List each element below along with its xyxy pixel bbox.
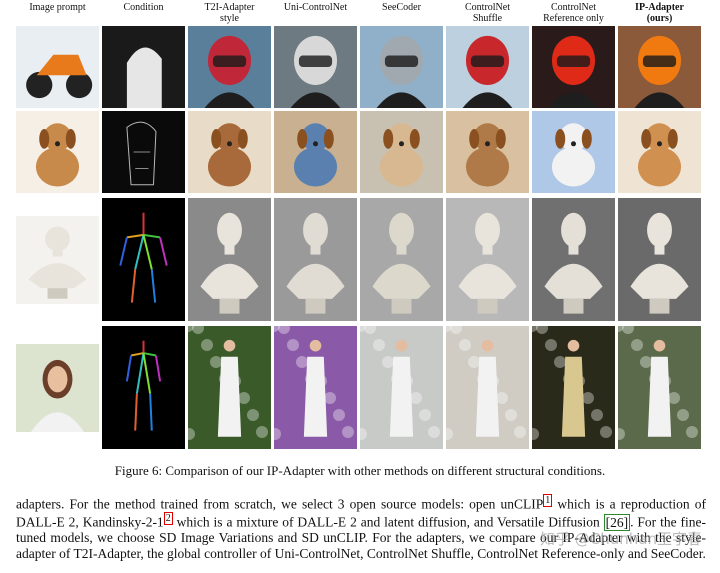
image-statue-ip [618,198,701,321]
image-graphic [16,111,99,193]
image-woman-t2i [188,326,271,449]
paragraph-part2: which is a reproduction of DALL-E 2, Kan… [16,496,706,530]
image-woman-reference [532,326,615,449]
image-graphic [102,198,185,321]
image-woman-shuffle [446,326,529,449]
image-statue-reference [532,198,615,321]
column-header-shuffle: ControlNet Shuffle [465,2,510,24]
comparison-grid [16,26,701,449]
image-motorcycle-helmet-uni [274,26,357,108]
image-dog-uni [274,111,357,193]
paragraph-part4: . For the fine-tuned models, we choose S… [16,514,706,561]
image-motorcycle-helmet-reference [532,26,615,108]
image-graphic [618,111,701,193]
image-graphic [102,111,185,193]
column-header-t2i: T2I-Adapter style [204,2,255,24]
image-graphic [274,198,357,321]
image-graphic [532,26,615,108]
image-woman-seecoder [360,326,443,449]
column-header-condition: Condition [123,2,164,13]
image-graphic [102,326,185,449]
image-dog-ip [618,111,701,193]
image-motorcycle-helmet-seecoder [360,26,443,108]
image-dog-seecoder [360,111,443,193]
image-graphic [446,326,529,449]
image-motorcycle-helmet-condition [102,26,185,108]
watermark: 知乎 @Chunhan王宇春 [540,530,702,548]
image-dog-reference [532,111,615,193]
image-graphic [16,216,99,304]
footnote-marker-2[interactable]: 2 [163,512,173,525]
citation-link[interactable]: [26] [603,513,631,531]
column-header-prompt: Image prompt [29,2,86,13]
column-header-ip: IP-Adapter (ours) [635,2,684,24]
image-statue-shuffle [446,198,529,321]
column-header-reference: ControlNet Reference only [543,2,604,24]
image-graphic [188,326,271,449]
image-motorcycle-helmet-t2i [188,26,271,108]
column-headers: Image prompt Condition T2I-Adapter style Un… [0,0,720,30]
image-dog-t2i [188,111,271,193]
column-header-seecoder: SeeCoder [382,2,421,13]
image-graphic [446,111,529,193]
image-graphic [274,26,357,108]
image-graphic [188,111,271,193]
image-graphic [360,326,443,449]
image-graphic [532,326,615,449]
image-dog-prompt [16,111,99,193]
image-graphic [188,198,271,321]
image-statue-t2i [188,198,271,321]
image-graphic [446,26,529,108]
image-graphic [532,198,615,321]
image-graphic [618,326,701,449]
image-graphic [274,326,357,449]
image-motorcycle-helmet-prompt [16,26,99,108]
image-woman-condition [102,326,185,449]
paragraph-part1: adapters. For the method trained from sc… [16,496,544,512]
image-woman-uni [274,326,357,449]
image-woman-ip [618,326,701,449]
image-statue-uni [274,198,357,321]
image-graphic [188,26,271,108]
image-graphic [16,26,99,108]
image-graphic [274,111,357,193]
image-motorcycle-helmet-shuffle [446,26,529,108]
image-graphic [360,26,443,108]
image-graphic [532,111,615,193]
image-graphic [618,198,701,321]
image-statue-condition [102,198,185,321]
image-graphic [446,198,529,321]
body-paragraph: adapters. For the method trained from sc… [16,494,706,561]
image-motorcycle-helmet-ip [618,26,701,108]
image-statue-prompt [16,216,99,304]
image-graphic [360,111,443,193]
image-dog-shuffle [446,111,529,193]
image-woman-prompt [16,344,99,432]
figure-caption: Figure 6: Comparison of our IP-Adapter w… [114,463,606,478]
image-graphic [360,198,443,321]
column-header-uni: Uni-ControlNet [283,2,348,13]
image-graphic [102,26,185,108]
footnote-marker-1[interactable]: 1 [543,494,553,507]
image-dog-condition [102,111,185,193]
image-graphic [618,26,701,108]
paragraph-part3: which is a mixture of DALL-E 2 and laten… [172,514,604,530]
image-statue-seecoder [360,198,443,321]
image-graphic [16,344,99,432]
